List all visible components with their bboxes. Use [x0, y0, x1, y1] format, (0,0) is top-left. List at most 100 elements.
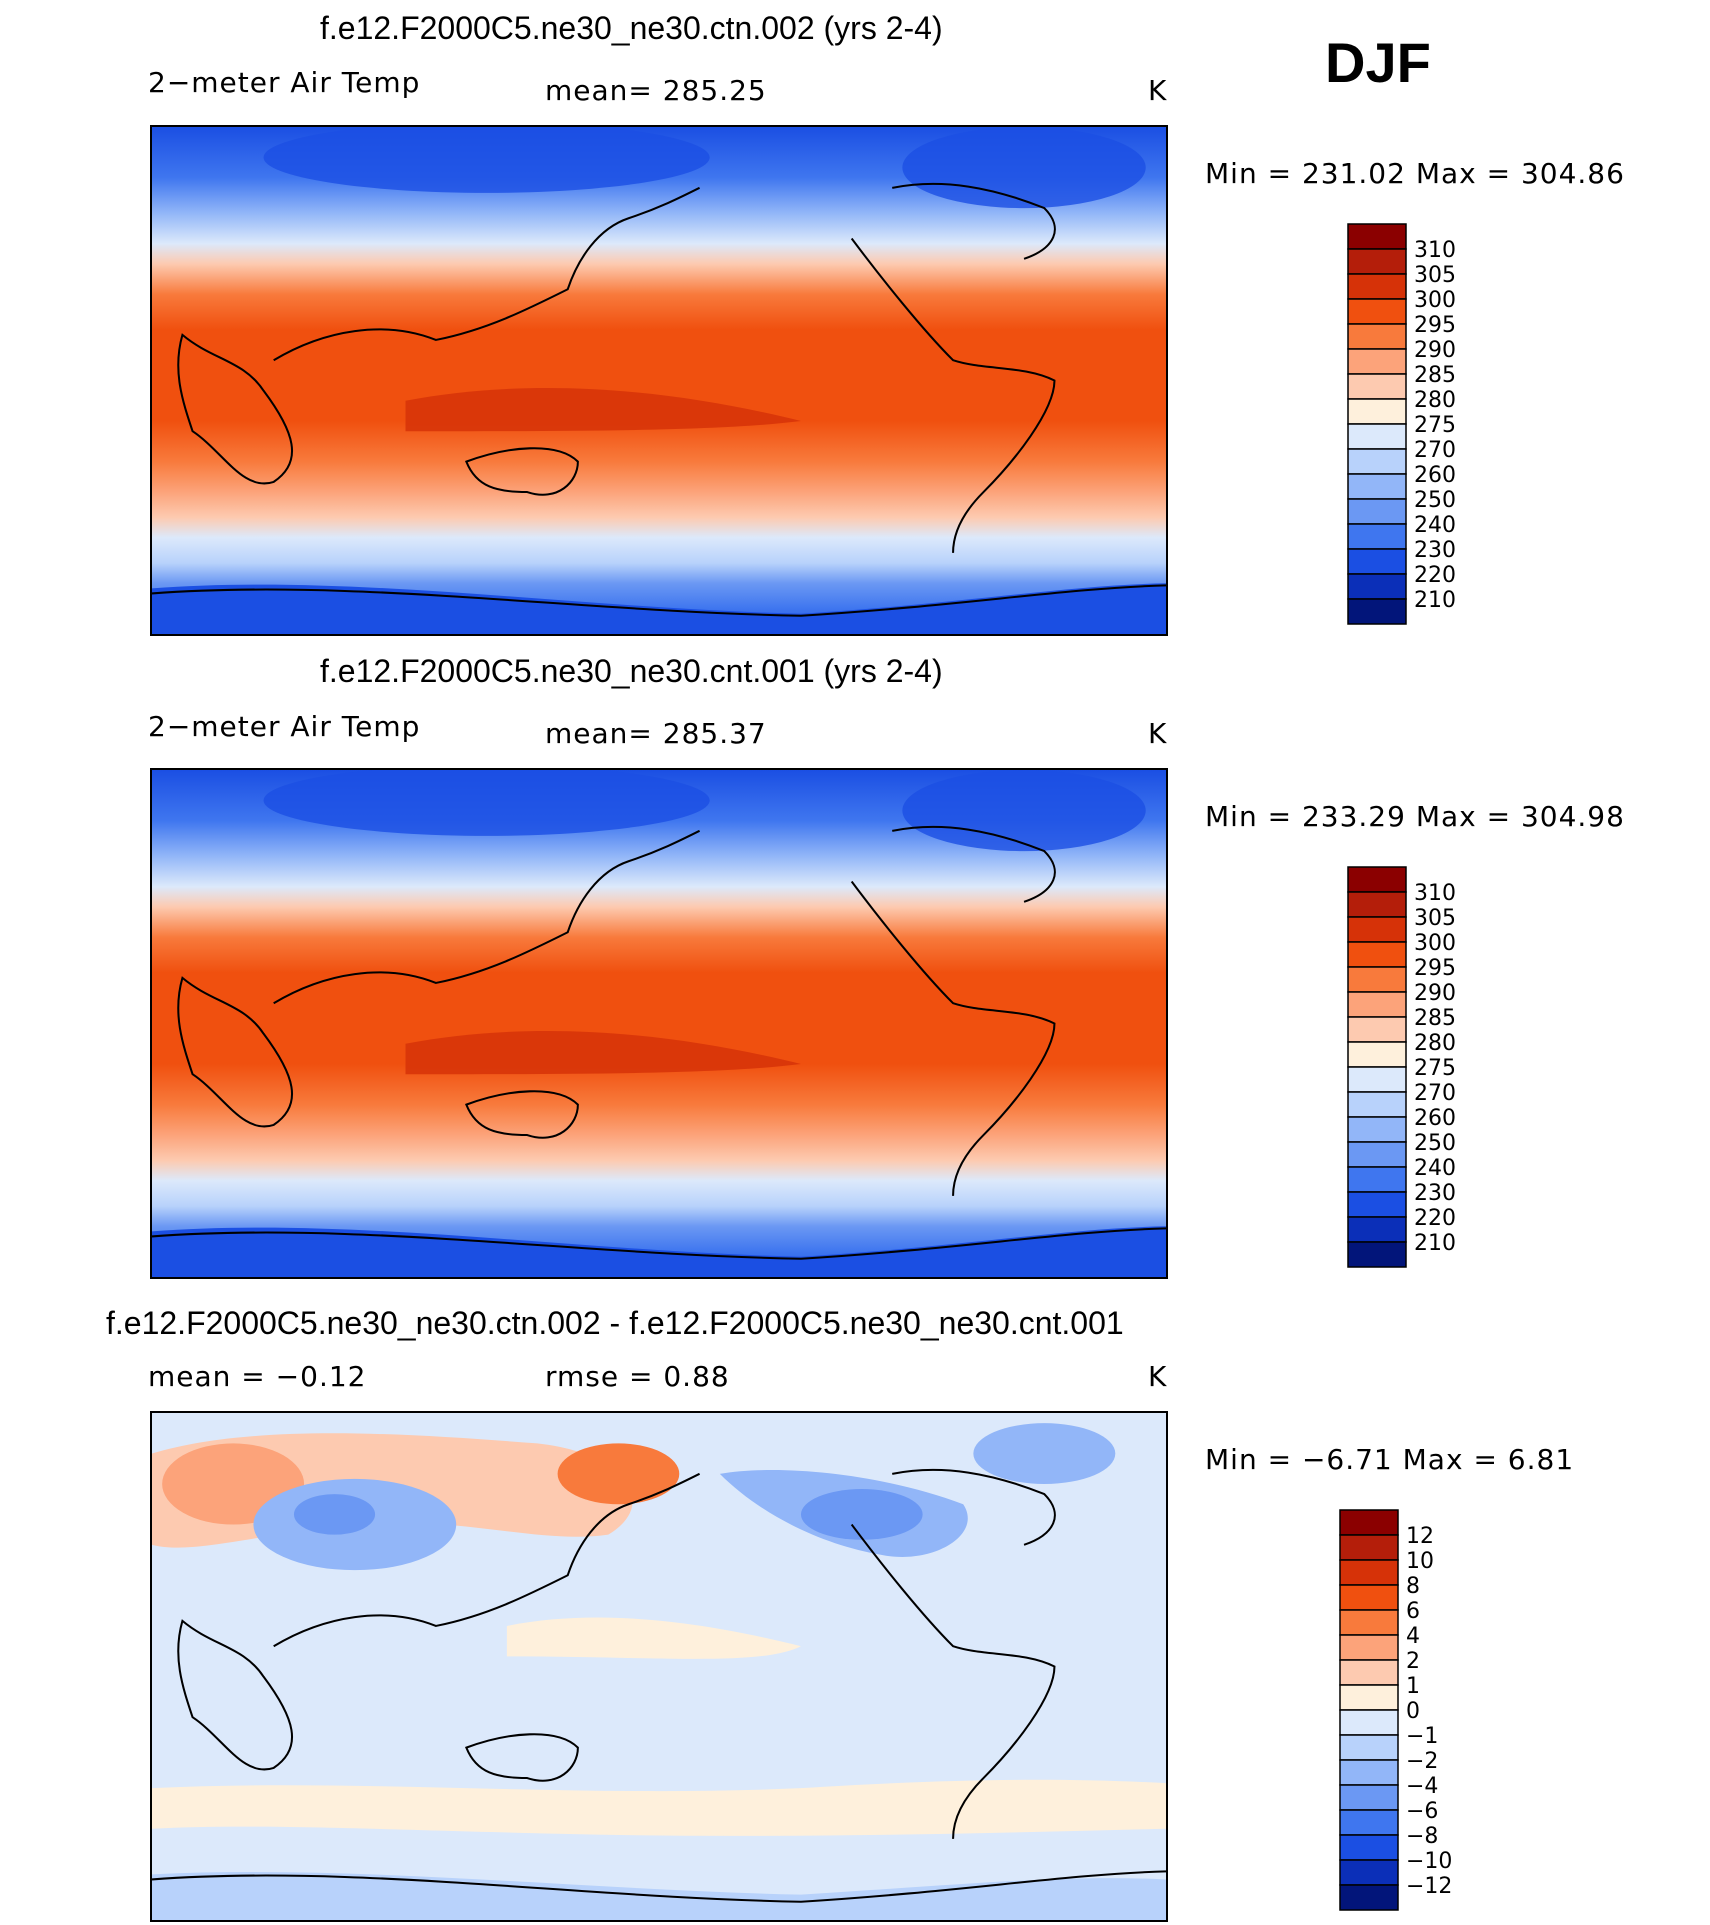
colorbar-box: [1339, 1834, 1399, 1861]
colorbar-box: [1347, 573, 1407, 600]
colorbar-box: [1339, 1859, 1399, 1886]
colorbar-box: [1347, 891, 1407, 918]
colorbar-level-label: −6: [1406, 1799, 1438, 1824]
colorbar-level-label: 1: [1406, 1674, 1420, 1699]
panel-1-minmax-label: Min = 231.02 Max = 304.86: [1205, 157, 1625, 190]
colorbar-box: [1339, 1659, 1399, 1686]
season-label: DJF: [1325, 31, 1431, 94]
panel-3-colorbar: 12 10 8 6 4 2 1 0 −1 −2 −4 −6 −8 −10 −12: [1339, 1509, 1540, 1912]
panel-2-colorbar: 310 305 300 295 290 285 280 275 270 260 250 240 230 2…: [1347, 866, 1548, 1269]
colorbar-level-label: 305: [1414, 906, 1456, 931]
colorbar-box: [1339, 1584, 1399, 1611]
colorbar-level-label: 285: [1414, 363, 1456, 388]
panel-2-minmax-label: Min = 233.29 Max = 304.98: [1205, 800, 1625, 833]
colorbar-level-label: 8: [1406, 1574, 1420, 1599]
colorbar-level-label: −12: [1406, 1874, 1452, 1899]
colorbar-level-label: 210: [1414, 1231, 1456, 1256]
panel-1-title: f.e12.F2000C5.ne30_ne30.ctn.002 (yrs 2-4…: [320, 10, 943, 46]
colorbar-level-label: −4: [1406, 1774, 1438, 1799]
colorbar-box: [1347, 348, 1407, 375]
colorbar-level-label: 250: [1414, 1131, 1456, 1156]
colorbar-level-label: 285: [1414, 1006, 1456, 1031]
panel-1-temperature-field: [152, 127, 1166, 634]
colorbar-box: [1347, 866, 1407, 893]
panel-2-unit-label: K: [1148, 717, 1168, 750]
colorbar-level-label: 290: [1414, 338, 1456, 363]
colorbar-level-label: 6: [1406, 1599, 1420, 1624]
colorbar-box: [1347, 423, 1407, 450]
colorbar-box: [1347, 1066, 1407, 1093]
panel-1-colorbar-svg: 3103053002952902852802752702602502402302…: [1347, 223, 1456, 625]
colorbar-level-label: 4: [1406, 1624, 1420, 1649]
colorbar-level-label: 230: [1414, 538, 1456, 563]
colorbar-level-label: 270: [1414, 1081, 1456, 1106]
colorbar-box: [1339, 1784, 1399, 1811]
panel-2-mean-label: mean= 285.37: [545, 717, 767, 750]
colorbar-box: [1347, 598, 1407, 625]
colorbar-level-label: 270: [1414, 438, 1456, 463]
colorbar-box: [1347, 1116, 1407, 1143]
colorbar-box: [1339, 1884, 1399, 1911]
panel-2-title: f.e12.F2000C5.ne30_ne30.cnt.001 (yrs 2-4…: [320, 653, 943, 689]
colorbar-box: [1347, 273, 1407, 300]
panel-3-unit-label: K: [1148, 1360, 1168, 1393]
colorbar-box: [1347, 1216, 1407, 1243]
panel-1-mean-label: mean= 285.25: [545, 74, 767, 107]
colorbar-level-label: −10: [1406, 1849, 1452, 1874]
panel-2-colorbar-svg: 3103053002952902852802752702602502402302…: [1347, 866, 1456, 1268]
colorbar-box: [1347, 1141, 1407, 1168]
colorbar-box: [1347, 916, 1407, 943]
colorbar-box: [1339, 1609, 1399, 1636]
colorbar-box: [1347, 223, 1407, 250]
panel-3-mean-label: mean = −0.12: [148, 1360, 367, 1393]
panel-2-map: [150, 768, 1168, 1279]
colorbar-level-label: 300: [1414, 288, 1456, 313]
panel-1-variable-label: 2−meter Air Temp: [148, 66, 421, 99]
colorbar-box: [1347, 398, 1407, 425]
colorbar-level-label: 300: [1414, 931, 1456, 956]
colorbar-level-label: 260: [1414, 463, 1456, 488]
colorbar-level-label: 0: [1406, 1699, 1420, 1724]
colorbar-box: [1347, 1016, 1407, 1043]
colorbar-level-label: 295: [1414, 313, 1456, 338]
panel-1-unit-label: K: [1148, 74, 1168, 107]
colorbar-box: [1347, 966, 1407, 993]
colorbar-box: [1339, 1684, 1399, 1711]
panel-3-rmse-label: rmse = 0.88: [545, 1360, 730, 1393]
colorbar-level-label: −2: [1406, 1749, 1438, 1774]
colorbar-level-label: 10: [1406, 1549, 1434, 1574]
colorbar-level-label: 280: [1414, 388, 1456, 413]
panel-1-map: [150, 125, 1168, 636]
colorbar-box: [1347, 498, 1407, 525]
colorbar-box: [1347, 448, 1407, 475]
colorbar-box: [1339, 1809, 1399, 1836]
colorbar-box: [1347, 1166, 1407, 1193]
panel-1-colorbar: 310 305 300 295 290 285 280 275 270 260 250 240 230 2…: [1347, 223, 1548, 626]
colorbar-box: [1339, 1709, 1399, 1736]
colorbar-box: [1347, 1041, 1407, 1068]
colorbar-level-label: 310: [1414, 238, 1456, 263]
colorbar-box: [1347, 1191, 1407, 1218]
panel-3-minmax-label: Min = −6.71 Max = 6.81: [1205, 1443, 1575, 1476]
colorbar-box: [1339, 1634, 1399, 1661]
colorbar-box: [1347, 1241, 1407, 1268]
panel-3-coastlines: [152, 1468, 1166, 1903]
colorbar-level-label: 250: [1414, 488, 1456, 513]
panel-3-difference-field: [152, 1413, 1166, 1920]
panel-3-title: f.e12.F2000C5.ne30_ne30.ctn.002 - f.e12.…: [106, 1305, 1124, 1341]
colorbar-box: [1347, 941, 1407, 968]
colorbar-box: [1339, 1509, 1399, 1536]
colorbar-level-label: 240: [1414, 1156, 1456, 1181]
colorbar-level-label: 230: [1414, 1181, 1456, 1206]
colorbar-box: [1347, 548, 1407, 575]
colorbar-level-label: 275: [1414, 1056, 1456, 1081]
colorbar-box: [1347, 473, 1407, 500]
colorbar-box: [1339, 1734, 1399, 1761]
panel-1-coastlines: [152, 182, 1166, 617]
colorbar-level-label: 310: [1414, 881, 1456, 906]
colorbar-box: [1339, 1559, 1399, 1586]
colorbar-level-label: 290: [1414, 981, 1456, 1006]
colorbar-box: [1339, 1534, 1399, 1561]
colorbar-box: [1347, 523, 1407, 550]
